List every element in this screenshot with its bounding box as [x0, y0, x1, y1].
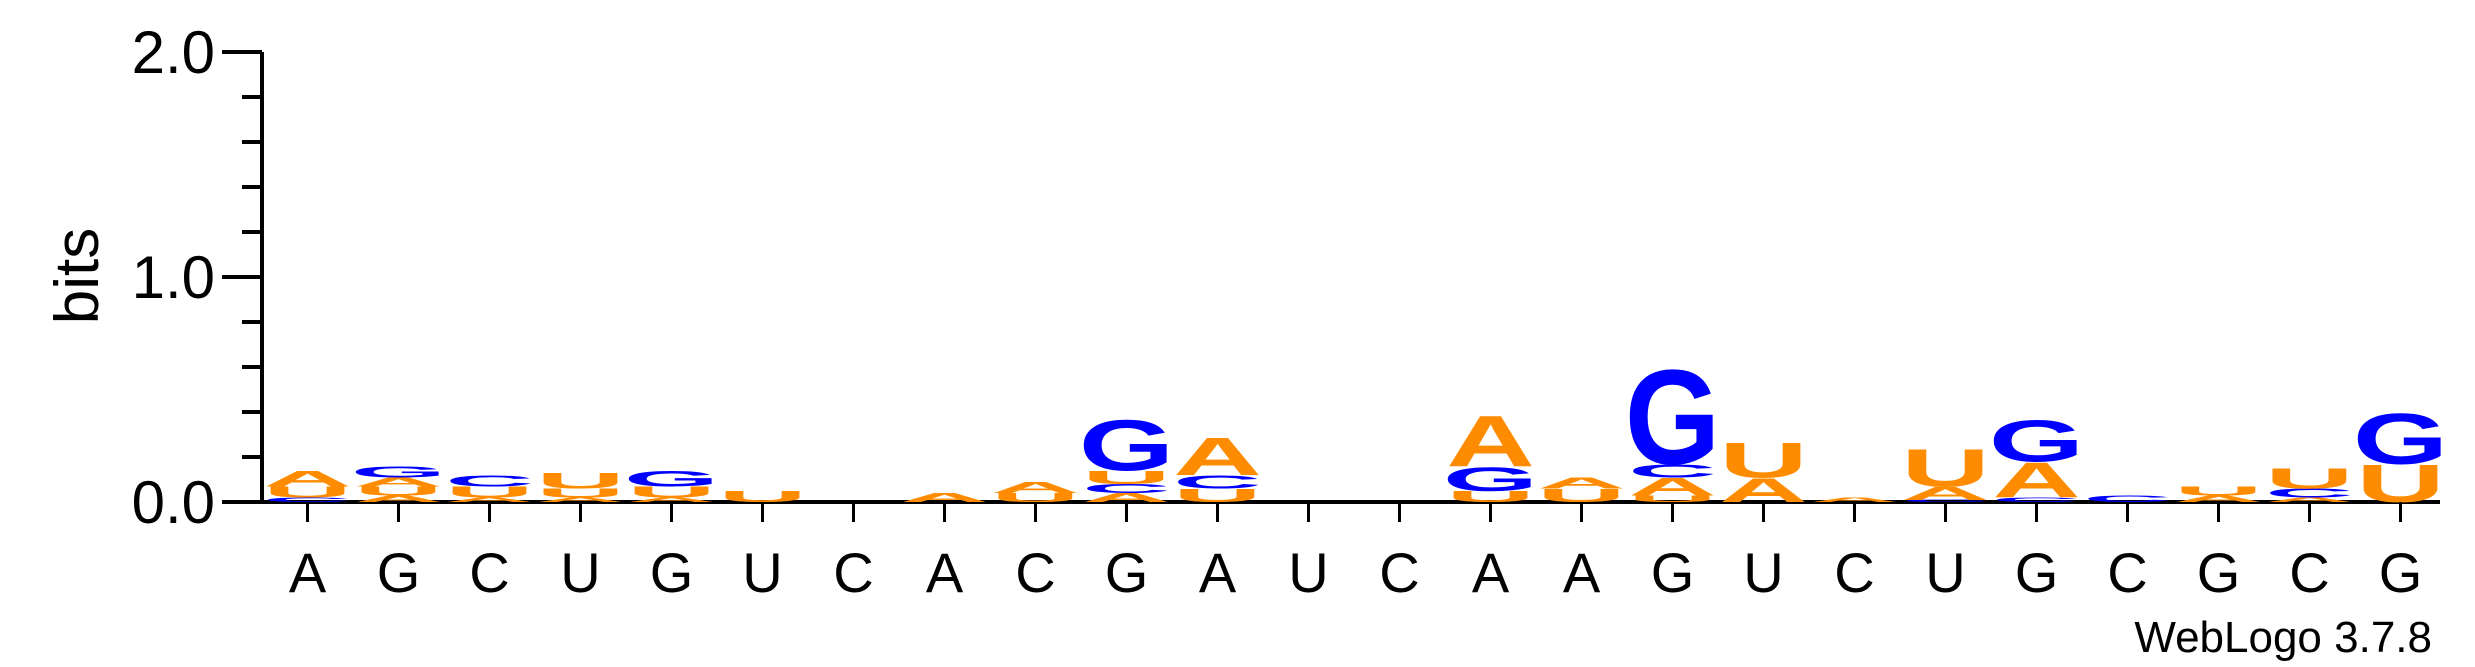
glyph-G: G [2353, 399, 2448, 479]
glyph-U: U [2174, 484, 2263, 498]
glyph-A: A [263, 466, 352, 491]
x-tick-label: G [1651, 541, 1695, 604]
glyph-G: G [624, 466, 719, 491]
glyph-U: U [2265, 463, 2354, 495]
glyph-A: A [1173, 427, 1262, 487]
x-tick-label: C [1015, 541, 1055, 604]
x-tick-label: G [1105, 541, 1149, 604]
x-tick-label: A [926, 541, 964, 604]
x-tick-label: C [833, 541, 873, 604]
x-tick-label: U [560, 541, 600, 604]
glyph-G: G [1079, 406, 1174, 486]
y-tick-label: 1.0 [132, 244, 215, 311]
x-tick-label: U [1743, 541, 1783, 604]
glyph-U: U [1719, 432, 1808, 488]
weblogo-credit: WebLogo 3.7.8 [2134, 613, 2432, 662]
x-tick-label: G [2197, 541, 2241, 604]
x-tick-label: C [1834, 541, 1874, 604]
x-tick-label: G [2379, 541, 2423, 604]
glyph-U: U [1901, 438, 1990, 498]
x-tick-label: U [742, 541, 782, 604]
x-tick-label: C [2289, 541, 2329, 604]
glyph-G: G [1989, 408, 2084, 474]
glyph-U: U [536, 469, 625, 494]
glyph-A: A [1446, 401, 1535, 481]
glyph-C: C [445, 472, 534, 490]
y-axis: 0.0 1.0 2.0 [132, 19, 262, 536]
x-tick-label: A [1472, 541, 1510, 604]
x-tick-label: C [1379, 541, 1419, 604]
x-tick-label: A [1563, 541, 1601, 604]
x-tick-label: U [1288, 541, 1328, 604]
y-axis-label: bits [43, 228, 112, 324]
x-tick-label: G [2015, 541, 2059, 604]
x-tick-label: A [1199, 541, 1237, 604]
x-tick-label: C [2107, 541, 2147, 604]
x-tick-label: A [289, 541, 327, 604]
x-tick-label: U [1925, 541, 1965, 604]
glyph-A: A [1537, 474, 1626, 492]
y-tick-label: 0.0 [132, 469, 215, 536]
glyph-G: G [351, 463, 446, 481]
glyph-G: G [1625, 342, 1720, 493]
x-tick-label: G [650, 541, 694, 604]
x-tick-label: C [469, 541, 509, 604]
x-tick-label: G [377, 541, 421, 604]
glyph-A: A [991, 479, 1080, 497]
y-tick-label: 2.0 [132, 19, 215, 86]
